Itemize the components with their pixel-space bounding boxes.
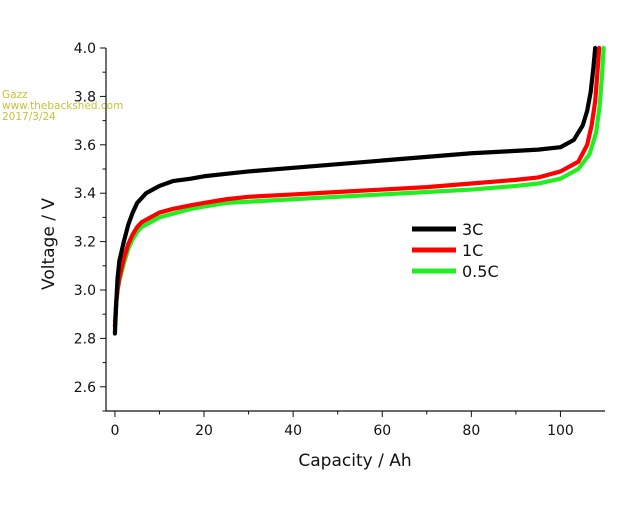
- legend: 3C 1C 0.5C: [412, 220, 499, 281]
- x-tick-label: 80: [462, 423, 480, 439]
- x-tick-label: 60: [373, 423, 391, 439]
- y-tick-label: 3.6: [74, 138, 96, 154]
- y-tick-label: 3.8: [74, 89, 96, 105]
- x-tick-label: 40: [284, 423, 302, 439]
- legend-label-1c: 1C: [462, 241, 483, 260]
- y-tick-label: 4.0: [74, 41, 96, 57]
- y-tick-label: 3.2: [74, 235, 96, 251]
- x-tick-label: 100: [547, 423, 574, 439]
- y-tick-label: 2.6: [74, 380, 96, 396]
- series-line-0-5c: [112, 45, 606, 324]
- y-axis: 2.6 2.8 3.0 3.2 3.4 3.6 3.8 4.0: [74, 41, 106, 412]
- y-tick-label: 3.0: [74, 283, 96, 299]
- watermark-date: 2017/3/24: [2, 111, 56, 123]
- watermark-site: www.thebackshed.com: [2, 100, 124, 112]
- series-layer: [112, 45, 606, 336]
- y-tick-label: 2.8: [74, 331, 96, 347]
- watermark-author: Gazz: [2, 89, 28, 101]
- y-tick-label: 3.4: [74, 186, 96, 202]
- series-line-3c: [112, 45, 598, 336]
- x-tick-label: 0: [110, 423, 119, 439]
- x-axis: 0 20 40 60 80 100: [110, 411, 574, 439]
- legend-label-0-5c: 0.5C: [462, 262, 499, 281]
- x-tick-label: 20: [195, 423, 213, 439]
- x-axis-title: Capacity / Ah: [298, 451, 411, 471]
- series-line-1c: [112, 45, 602, 329]
- legend-label-3c: 3C: [462, 220, 483, 239]
- y-axis-title: Voltage / V: [39, 198, 59, 290]
- plot-frame: [105, 48, 605, 412]
